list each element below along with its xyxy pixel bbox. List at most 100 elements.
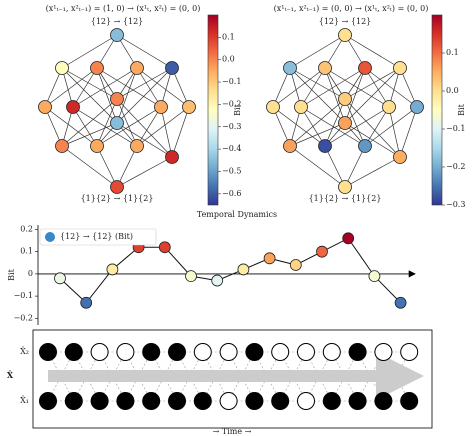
state <box>142 392 161 410</box>
edge <box>171 106 190 158</box>
data-point <box>106 263 119 276</box>
data-point <box>158 241 171 254</box>
transition-line <box>357 351 384 402</box>
legend-box <box>39 228 157 246</box>
edge <box>364 106 390 147</box>
node <box>338 116 352 130</box>
colorbar <box>207 14 219 206</box>
colorbar-tick-label: 0.0 <box>446 86 459 95</box>
edge <box>136 67 190 108</box>
transition-line <box>125 351 152 402</box>
y-axis-label: Bit <box>7 268 16 280</box>
state <box>64 343 83 361</box>
colorbar-tick-label: −0.3 <box>222 122 241 131</box>
node <box>338 180 352 194</box>
node <box>283 61 297 75</box>
data-point <box>316 245 328 258</box>
chart-title: Temporal Dynamics <box>197 210 277 219</box>
edge <box>344 156 401 188</box>
node <box>130 61 144 75</box>
y-tick-label: −0.2 <box>14 313 33 322</box>
edge <box>61 34 118 69</box>
edge <box>344 98 401 158</box>
transition-line <box>331 351 358 402</box>
transition-line <box>279 351 307 402</box>
colorbar-tick-label: 0.0 <box>222 55 235 64</box>
edge <box>344 98 366 147</box>
data-point <box>263 252 276 265</box>
edge <box>272 67 291 108</box>
colorbar-label: Bit <box>457 103 466 115</box>
network-title: (x¹ₜ₋₁, x²ₜ₋₁) = (0, 0) → (x¹ₜ, x²ₜ) = (… <box>274 4 429 13</box>
state <box>193 343 212 361</box>
node <box>110 28 124 42</box>
transition-line <box>73 351 100 402</box>
data-point <box>394 296 407 309</box>
colorbar-label: Bit <box>233 103 242 115</box>
node-label: {12} → {12} <box>91 17 144 26</box>
state <box>348 343 367 361</box>
edge <box>364 67 418 108</box>
edge <box>344 67 401 124</box>
colorbar-tick-label: 0.1 <box>446 48 459 57</box>
state <box>116 392 135 410</box>
state <box>271 392 290 410</box>
transition-line <box>228 351 255 402</box>
state <box>245 343 264 361</box>
transition-line <box>202 351 229 402</box>
node <box>38 100 52 114</box>
node <box>110 180 124 194</box>
edge <box>364 106 418 147</box>
legend-label: {12} → {12} (Bit) <box>60 232 133 241</box>
node <box>358 139 372 153</box>
colorbar-tick-label: −0.1 <box>222 77 241 86</box>
node <box>266 100 280 114</box>
node <box>358 61 372 75</box>
transition-line <box>279 351 307 402</box>
legend-marker <box>45 232 55 242</box>
edge <box>324 106 390 147</box>
edge <box>44 67 98 108</box>
state <box>168 392 186 410</box>
x-axis-label: → Time → <box>213 427 252 436</box>
state <box>168 343 186 361</box>
state <box>219 392 238 410</box>
transition-line <box>254 351 281 402</box>
y-axis-label: X̂ <box>7 370 14 380</box>
node <box>294 100 308 114</box>
transition-line <box>202 351 229 402</box>
state <box>219 343 238 361</box>
edge <box>61 145 118 188</box>
edge <box>300 67 366 108</box>
data-point <box>185 270 197 283</box>
node <box>110 92 124 106</box>
edge <box>61 67 118 124</box>
transition-line <box>254 351 281 402</box>
state <box>39 343 57 361</box>
node <box>338 92 352 106</box>
node <box>66 100 80 114</box>
node <box>110 116 124 130</box>
row-label: X̂₂ <box>20 347 29 356</box>
state <box>374 343 393 361</box>
state <box>193 392 212 410</box>
edge <box>324 145 346 188</box>
edge <box>116 67 173 124</box>
transition-line <box>357 351 384 402</box>
transition-line <box>228 351 255 402</box>
edge <box>272 106 326 147</box>
edge <box>300 67 326 108</box>
colorbar-tick-label: −0.6 <box>222 189 241 198</box>
data-point <box>211 274 224 287</box>
colorbar-tick-label: −0.2 <box>222 99 241 108</box>
node <box>393 150 407 164</box>
edge <box>61 98 118 147</box>
edge <box>96 67 118 124</box>
edge <box>44 67 63 108</box>
edge <box>324 67 390 108</box>
edge <box>324 98 346 147</box>
edge <box>116 98 173 158</box>
colorbar-tick-label: 0.1 <box>222 32 235 41</box>
edge <box>44 106 98 147</box>
edge <box>44 106 63 147</box>
